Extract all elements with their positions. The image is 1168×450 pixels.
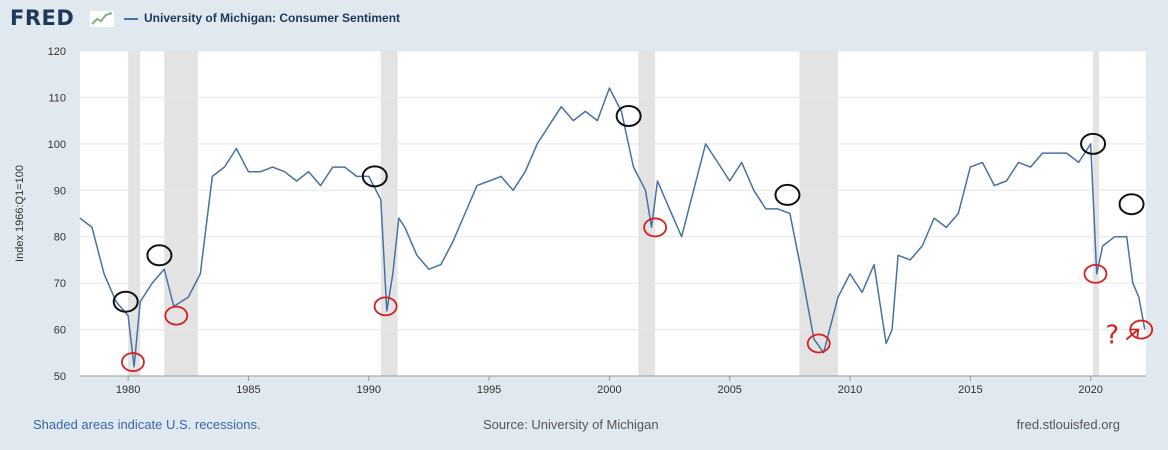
site-link[interactable]: fred.stlouisfed.org	[1016, 417, 1120, 432]
x-tick-label: 1990	[357, 384, 381, 396]
black-circle-annotation	[1118, 193, 1145, 216]
fred-logo-graph-icon	[90, 11, 114, 27]
recession-band	[164, 51, 198, 376]
legend-swatch	[124, 18, 138, 20]
data-source: Source: University of Michigan	[483, 417, 659, 432]
red-circle-annotation	[121, 352, 145, 372]
question-mark-annotation: ?	[1105, 321, 1119, 351]
y-axis-label: Index 1966:Q1=100	[14, 165, 26, 262]
black-circle-annotation	[1080, 132, 1107, 155]
consumer-sentiment-chart: 50 60 70 80 90 100 110 120 1980 1985 1990 1995 2000 2…	[14, 46, 1154, 396]
x-tick-label: 2000	[597, 384, 621, 396]
recession-band	[799, 51, 838, 376]
x-tick-label: 2005	[717, 384, 741, 396]
x-tick-label: 2010	[838, 384, 862, 396]
x-tick-label: 2015	[958, 384, 982, 396]
black-circle-annotation	[146, 244, 173, 267]
y-tick-label: 70	[54, 278, 66, 290]
red-circle-annotation	[1083, 263, 1108, 284]
y-tick-label: 60	[54, 325, 66, 337]
recession-note: Shaded areas indicate U.S. recessions.	[33, 417, 261, 432]
recession-band	[128, 51, 141, 376]
y-tick-label: 100	[48, 139, 66, 151]
fred-logo[interactable]: FRED	[10, 6, 75, 30]
black-circle-annotation	[361, 165, 388, 188]
plot-area	[80, 51, 1146, 376]
series-line	[79, 87, 1146, 368]
red-circle-annotation	[1129, 319, 1154, 340]
x-tick-label: 2020	[1078, 384, 1102, 396]
legend-series-label[interactable]: University of Michigan: Consumer Sentime…	[144, 11, 401, 25]
black-circle-annotation	[615, 105, 642, 127]
recession-band	[1093, 51, 1100, 376]
black-circle-annotation	[774, 183, 801, 206]
y-tick-label: 50	[54, 371, 66, 383]
y-tick-label: 90	[54, 185, 66, 197]
recession-band	[380, 51, 398, 376]
black-circle-annotation	[112, 290, 139, 313]
red-circle-annotation	[643, 217, 668, 238]
y-tick-label: 110	[48, 92, 66, 104]
chart-header: FRED University of Michigan: Consumer Se…	[0, 0, 1168, 38]
red-arrow-annotation	[1125, 328, 1140, 341]
red-circle-annotation	[806, 333, 831, 354]
y-tick-label: 120	[48, 46, 66, 58]
x-tick-label: 1995	[477, 384, 501, 396]
red-circle-annotation	[373, 296, 398, 317]
x-tick-label: 1985	[236, 384, 260, 396]
x-tick-label: 1980	[116, 384, 140, 396]
red-circle-annotation	[164, 305, 189, 326]
y-tick-label: 80	[54, 232, 66, 244]
recession-band	[638, 51, 656, 376]
